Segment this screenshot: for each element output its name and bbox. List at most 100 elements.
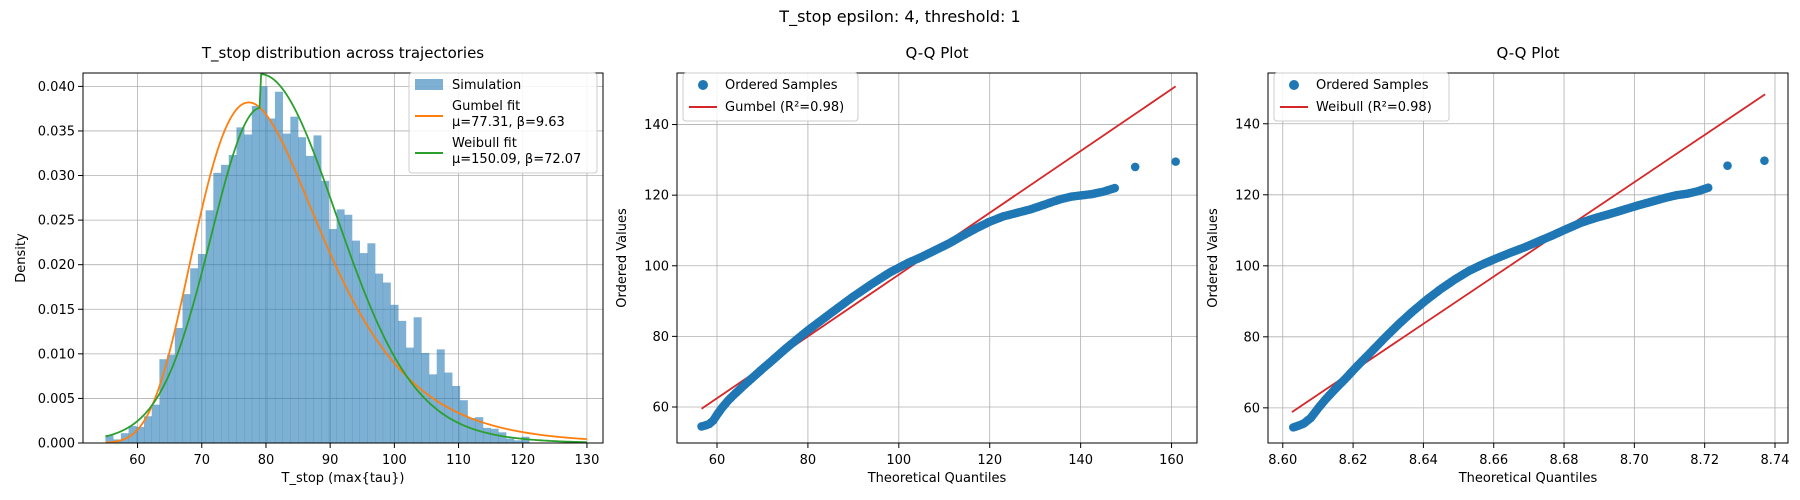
y-tick-label: 100 bbox=[1235, 259, 1260, 274]
y-tick-label: 0.005 bbox=[38, 392, 75, 407]
histogram-bar bbox=[167, 354, 176, 443]
histogram-bar bbox=[143, 416, 152, 443]
y-axis-label: Ordered Values bbox=[1206, 208, 1221, 308]
legend-label-gumbel: Gumbel (R²=0.98) bbox=[725, 100, 844, 115]
qq-sample-point bbox=[1110, 183, 1120, 193]
histogram-bar bbox=[459, 400, 468, 443]
legend-label-gumbel: Gumbel fit bbox=[452, 99, 520, 114]
legend-label-samples: Ordered Samples bbox=[725, 78, 838, 93]
legend: Ordered Samples Weibull (R²=0.98) bbox=[1273, 72, 1450, 122]
histogram-bar bbox=[506, 438, 515, 443]
y-axis-label: Ordered Values bbox=[615, 208, 630, 308]
histogram-bar bbox=[267, 118, 276, 443]
histogram-bar bbox=[482, 427, 491, 443]
y-tick-label: 0.000 bbox=[38, 437, 75, 452]
y-tick-label: 140 bbox=[644, 118, 669, 133]
x-tick-label: 8.72 bbox=[1690, 453, 1719, 468]
histogram-bar bbox=[328, 229, 337, 443]
x-tick-label: 70 bbox=[193, 453, 210, 468]
histogram-bar bbox=[213, 172, 222, 444]
y-tick-label: 0.010 bbox=[38, 347, 75, 362]
histogram-bar bbox=[221, 164, 230, 443]
legend-swatch-simulation bbox=[415, 79, 443, 90]
histogram-bar bbox=[282, 133, 291, 443]
histogram-bar bbox=[382, 282, 391, 443]
x-tick-label: 8.64 bbox=[1409, 453, 1438, 468]
histogram-bar bbox=[136, 426, 145, 443]
histogram-bar bbox=[351, 240, 360, 443]
x-axis-label: Theoretical Quantiles bbox=[867, 471, 1007, 486]
qq-sample-point bbox=[1130, 162, 1140, 172]
histogram-panel: 60 70 80 90 100 110 120 130 0.000 0.005 0.010 0.015… bbox=[14, 44, 604, 486]
x-tick-label: 60 bbox=[129, 453, 146, 468]
y-axis-label: Density bbox=[14, 233, 29, 283]
x-tick-label: 8.68 bbox=[1550, 453, 1579, 468]
y-tick-label: 120 bbox=[1235, 188, 1260, 203]
histogram-bar bbox=[159, 359, 168, 443]
x-tick-label: 8.66 bbox=[1479, 453, 1508, 468]
x-tick-label: 60 bbox=[709, 453, 726, 468]
legend: Ordered Samples Gumbel (R²=0.98) bbox=[682, 72, 859, 122]
x-tick-label: 8.62 bbox=[1339, 453, 1368, 468]
histogram-bar bbox=[344, 214, 353, 443]
histogram-bar bbox=[313, 135, 322, 443]
y-tick-label: 140 bbox=[1235, 117, 1260, 132]
x-tick-label: 120 bbox=[977, 453, 1002, 468]
histogram-bar bbox=[398, 320, 407, 443]
x-tick-label: 80 bbox=[800, 453, 817, 468]
qq-plot-gumbel-panel: 60 80 100 120 140 160 60 80 100 120 140 Q-Q Plot T… bbox=[615, 44, 1198, 486]
x-tick-label: 140 bbox=[1068, 453, 1093, 468]
legend-box bbox=[1273, 72, 1450, 122]
histogram-bar bbox=[251, 105, 260, 444]
histogram-bar bbox=[390, 304, 399, 443]
y-tick-label: 0.030 bbox=[38, 169, 75, 184]
histogram-bar bbox=[151, 404, 160, 443]
figure-suptitle: T_stop epsilon: 4, threshold: 1 bbox=[778, 7, 1020, 27]
histogram-bar bbox=[436, 349, 445, 443]
histogram-bar bbox=[236, 127, 245, 443]
axes-frame bbox=[676, 72, 1198, 444]
legend-marker-samples bbox=[1289, 80, 1299, 90]
y-tick-label: 0.040 bbox=[38, 80, 75, 95]
histogram-bar bbox=[467, 418, 476, 443]
chart-title: T_stop distribution across trajectories bbox=[201, 44, 484, 63]
chart-title: Q-Q Plot bbox=[1496, 44, 1559, 62]
x-tick-label: 8.60 bbox=[1268, 453, 1297, 468]
x-axis-label: Theoretical Quantiles bbox=[1458, 471, 1598, 486]
qq-sample-point bbox=[1703, 183, 1713, 192]
histogram-bar bbox=[367, 243, 376, 443]
y-tick-label: 80 bbox=[1243, 330, 1260, 345]
legend-params-gumbel: μ=77.31, β=9.63 bbox=[452, 115, 565, 130]
histogram-bar bbox=[228, 155, 237, 443]
histogram-bar bbox=[244, 134, 253, 443]
histogram-bar bbox=[359, 253, 368, 443]
x-tick-label: 100 bbox=[382, 453, 407, 468]
legend-box bbox=[408, 72, 598, 174]
y-tick-label: 80 bbox=[652, 330, 669, 345]
axes-frame bbox=[1267, 72, 1789, 444]
x-tick-label: 100 bbox=[886, 453, 911, 468]
histogram-bar bbox=[452, 385, 461, 443]
x-tick-label: 80 bbox=[258, 453, 275, 468]
qq-fit-line bbox=[1291, 93, 1766, 413]
x-tick-label: 130 bbox=[575, 453, 600, 468]
legend-label-weibull: Weibull fit bbox=[452, 136, 517, 151]
histogram-bar bbox=[336, 209, 345, 443]
y-tick-label: 60 bbox=[652, 400, 669, 415]
x-tick-label: 120 bbox=[510, 453, 535, 468]
histogram-bar bbox=[190, 268, 199, 443]
qq-sample-point bbox=[1760, 156, 1769, 166]
histogram-bar bbox=[429, 374, 438, 443]
histogram-bar bbox=[413, 317, 422, 443]
histogram-bar bbox=[259, 86, 268, 443]
y-tick-label: 60 bbox=[1243, 401, 1260, 416]
plot-area bbox=[677, 73, 1197, 443]
legend-box bbox=[682, 72, 859, 122]
chart-title: Q-Q Plot bbox=[905, 44, 968, 62]
x-tick-label: 160 bbox=[1159, 453, 1184, 468]
y-tick-label: 0.020 bbox=[38, 258, 75, 273]
x-axis-label: T_stop (max{tau}) bbox=[281, 471, 405, 486]
histogram-bar bbox=[182, 294, 191, 443]
histogram-bar bbox=[290, 116, 299, 444]
histogram-bar bbox=[321, 180, 330, 443]
